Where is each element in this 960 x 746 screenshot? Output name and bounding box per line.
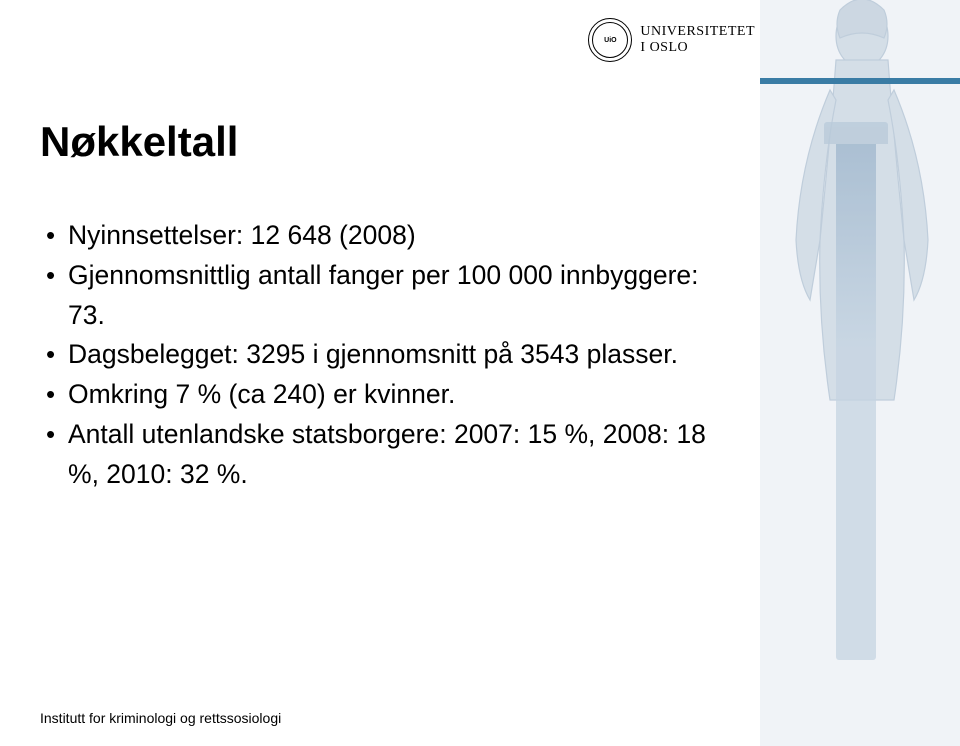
bullet-item: Dagsbelegget: 3295 i gjennomsnitt på 354… [40,335,720,375]
university-name: UNIVERSITETET I OSLO [640,24,755,56]
accent-bar [760,78,960,84]
slide-title: Nøkkeltall [40,118,238,166]
bullet-item: Nyinnsettelser: 12 648 (2008) [40,216,720,256]
header: UiO UNIVERSITETET I OSLO [0,0,960,90]
seal-icon: UiO [588,18,632,62]
bullet-item: Antall utenlandske statsborgere: 2007: 1… [40,415,720,495]
bullet-list: Nyinnsettelser: 12 648 (2008) Gjennomsni… [40,216,720,494]
university-line2: I OSLO [640,40,755,56]
bullet-item: Omkring 7 % (ca 240) er kvinner. [40,375,720,415]
slide: UiO UNIVERSITETET I OSLO Nøkkeltall Nyin… [0,0,960,746]
university-logo: UiO UNIVERSITETET I OSLO [588,18,755,62]
footer-text: Institutt for kriminologi og rettssosiol… [40,710,281,726]
university-line1: UNIVERSITETET [640,24,755,40]
seal-text: UiO [604,37,616,44]
decor-pillar [836,140,876,660]
right-decoration [760,0,960,746]
bullet-item: Gjennomsnittlig antall fanger per 100 00… [40,256,720,336]
